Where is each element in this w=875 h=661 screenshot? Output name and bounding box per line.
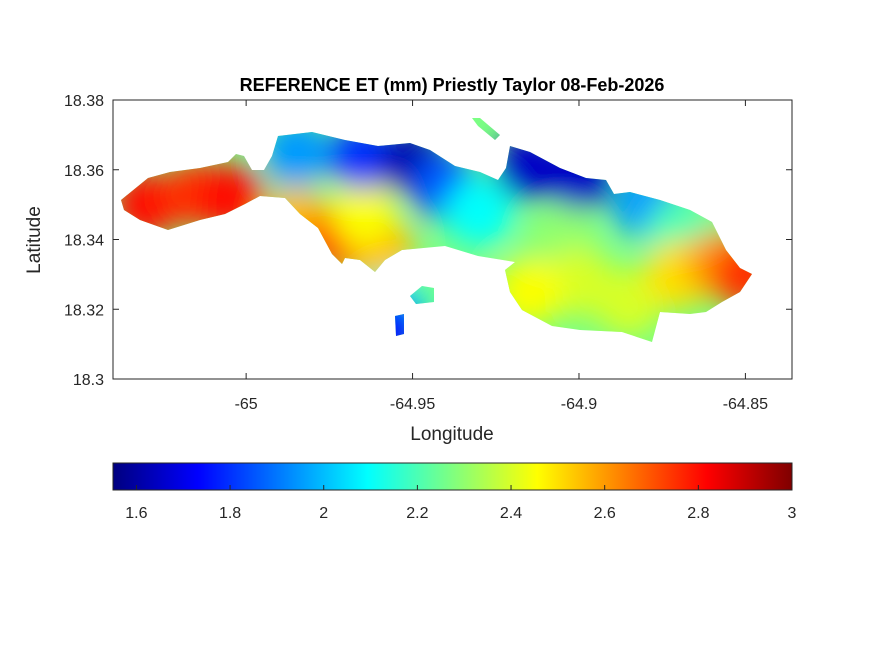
x-tick-label: -64.9: [561, 396, 598, 413]
x-axis-label: Longitude: [410, 424, 493, 445]
x-tick-label: -65: [235, 396, 258, 413]
colorbar-tick-label: 1.6: [125, 505, 147, 522]
heatmap-cell-6: [328, 177, 397, 246]
colorbar-tick-label: 2.2: [406, 505, 428, 522]
x-tick-label: -64.95: [390, 396, 435, 413]
colorbar-tick-label: 3: [788, 505, 797, 522]
colorbar-tick-label: 2.6: [594, 505, 616, 522]
y-axis-label: Latitude: [24, 206, 45, 274]
y-tick-label: 18.32: [64, 302, 104, 319]
y-tick-label: 18.3: [73, 372, 104, 389]
y-tick-label: 18.38: [64, 93, 104, 110]
x-axis-ticks: -65 -64.95 -64.9 -64.85: [235, 100, 768, 413]
heatmap-cell-11: [445, 177, 514, 246]
colorbar-ticks: 1.6 1.8 2 2.2 2.4 2.6 2.8 3: [125, 485, 797, 522]
x-tick-label: -64.85: [723, 396, 768, 413]
colorbar-tick-label: 2: [319, 505, 328, 522]
colorbar-tick-label: 1.8: [219, 505, 241, 522]
colorbar-tick-label: 2.4: [500, 505, 522, 522]
y-axis-ticks: 18.3 18.32 18.34 18.36 18.38: [64, 93, 792, 389]
colorbar-tick-label: 2.8: [687, 505, 709, 522]
y-tick-label: 18.34: [64, 233, 104, 250]
heatmap-cell-19: [594, 268, 663, 337]
y-tick-label: 18.36: [64, 163, 104, 180]
heatmap-cell-22: [711, 240, 752, 309]
chart-title: REFERENCE ET (mm) Priestly Taylor 08-Feb…: [240, 75, 665, 95]
colorbar: [112, 462, 793, 491]
